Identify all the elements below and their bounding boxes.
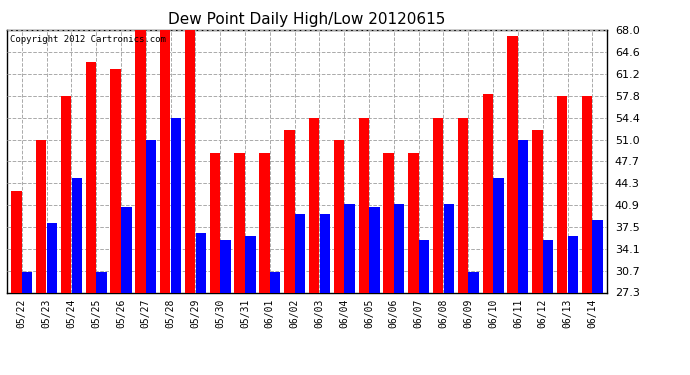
- Bar: [319, 214, 330, 292]
- Bar: [408, 153, 419, 292]
- Bar: [518, 140, 529, 292]
- Bar: [309, 118, 319, 292]
- Bar: [146, 140, 157, 292]
- Bar: [135, 30, 146, 292]
- Bar: [568, 236, 578, 292]
- Text: Copyright 2012 Cartronics.com: Copyright 2012 Cartronics.com: [10, 35, 166, 44]
- Bar: [532, 130, 542, 292]
- Bar: [457, 118, 468, 292]
- Bar: [245, 236, 255, 292]
- Title: Dew Point Daily High/Low 20120615: Dew Point Daily High/Low 20120615: [168, 12, 446, 27]
- Bar: [121, 207, 132, 292]
- Bar: [444, 204, 454, 292]
- Bar: [270, 272, 280, 292]
- Bar: [482, 94, 493, 292]
- Bar: [170, 118, 181, 292]
- Bar: [433, 118, 444, 292]
- Bar: [235, 153, 245, 292]
- Bar: [195, 233, 206, 292]
- Bar: [259, 153, 270, 292]
- Bar: [160, 30, 170, 292]
- Bar: [61, 96, 71, 292]
- Bar: [469, 272, 479, 292]
- Bar: [344, 204, 355, 292]
- Bar: [359, 118, 369, 292]
- Bar: [22, 272, 32, 292]
- Bar: [72, 178, 82, 292]
- Bar: [582, 96, 592, 292]
- Bar: [36, 140, 46, 292]
- Bar: [97, 272, 107, 292]
- Bar: [110, 69, 121, 292]
- Bar: [334, 140, 344, 292]
- Bar: [384, 153, 394, 292]
- Bar: [295, 214, 305, 292]
- Bar: [220, 240, 230, 292]
- Bar: [493, 178, 504, 292]
- Bar: [557, 96, 567, 292]
- Bar: [394, 204, 404, 292]
- Bar: [210, 153, 220, 292]
- Bar: [419, 240, 429, 292]
- Bar: [47, 224, 57, 292]
- Bar: [369, 207, 380, 292]
- Bar: [507, 36, 518, 292]
- Bar: [284, 130, 295, 292]
- Bar: [593, 220, 603, 292]
- Bar: [11, 191, 21, 292]
- Bar: [86, 62, 96, 292]
- Bar: [185, 30, 195, 292]
- Bar: [543, 240, 553, 292]
